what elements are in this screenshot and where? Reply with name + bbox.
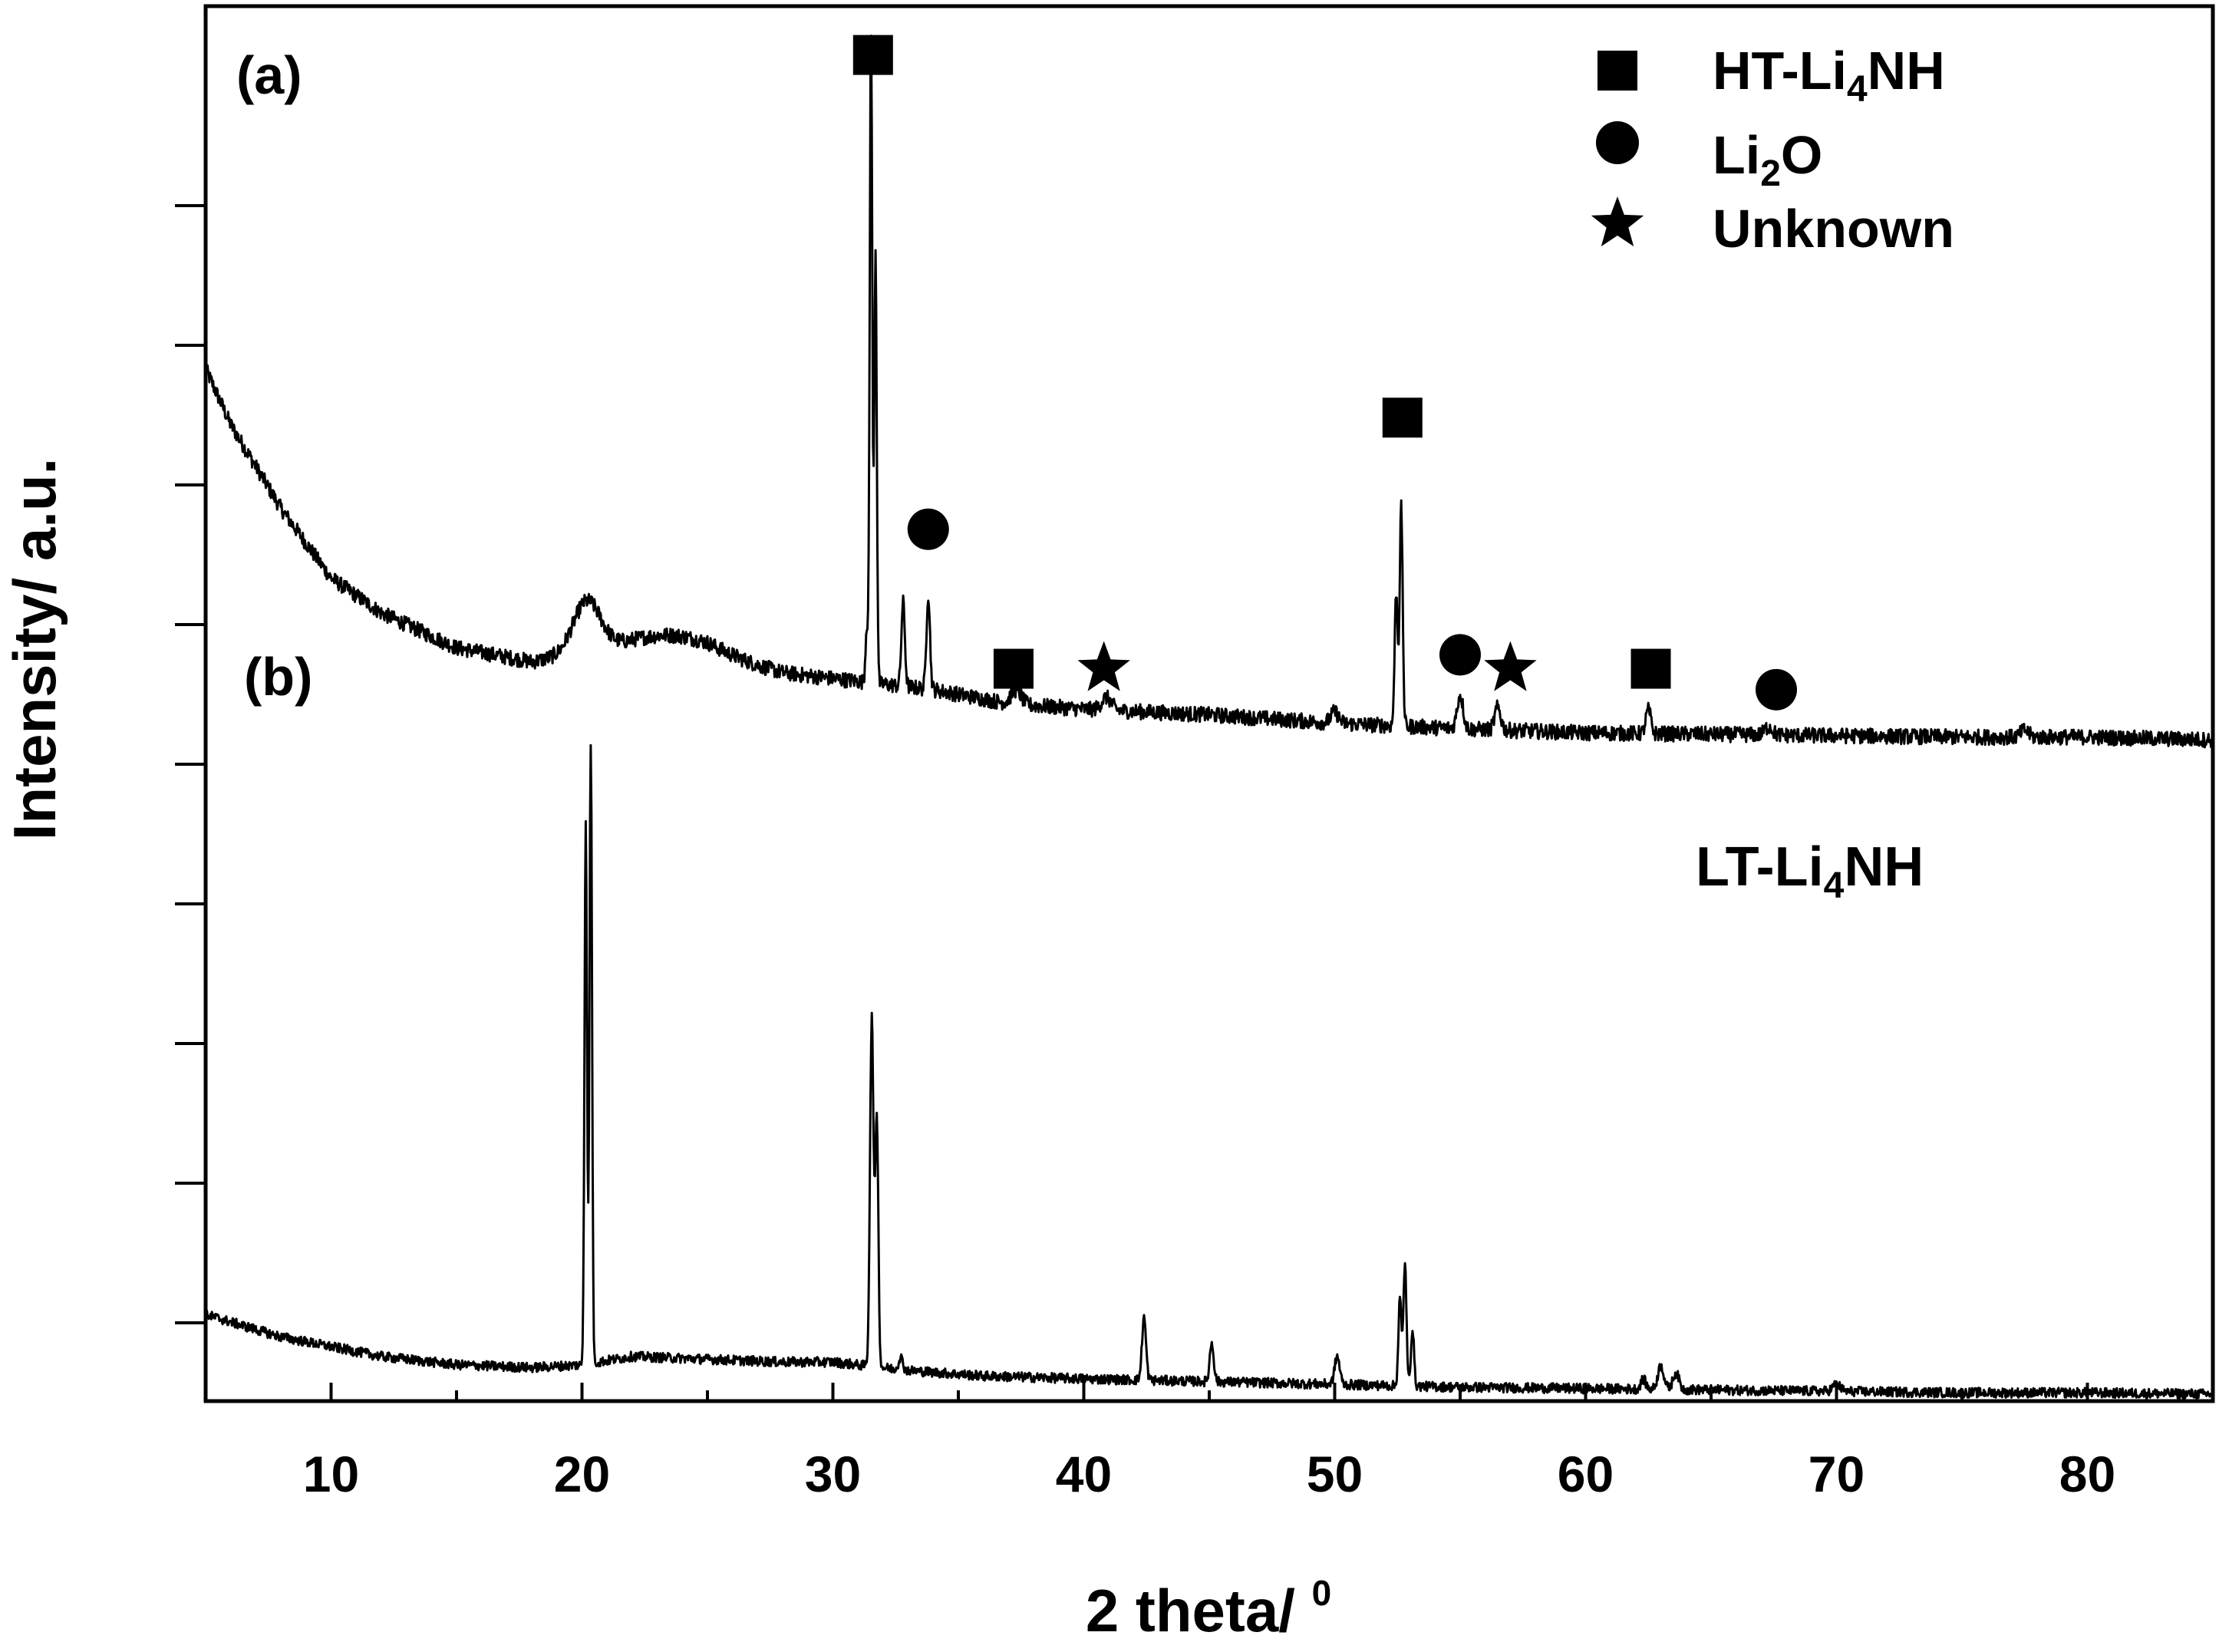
y-axis-ticks <box>175 204 206 1324</box>
x-tick-label-30: 30 <box>805 1446 861 1502</box>
annotation-circle-1 <box>907 508 949 550</box>
annotation-markers <box>852 35 1798 711</box>
legend-li2o-suffix: O <box>1781 125 1822 185</box>
panel-label-a: (a) <box>236 45 302 105</box>
x-tick-label-80: 80 <box>2059 1446 2115 1502</box>
phase-label-sub: 4 <box>1824 866 1845 906</box>
series-layer <box>204 35 2214 1400</box>
x-axis-title-superscript: 0 <box>1312 1573 1332 1613</box>
annotation-square-2 <box>993 648 1034 689</box>
annotation-square-4 <box>1382 397 1423 438</box>
phase-label-text: LT-Li <box>1696 836 1824 898</box>
annotation-square-0 <box>852 35 893 75</box>
legend-li2o-text: Li <box>1713 125 1760 185</box>
x-tick-label-70: 70 <box>1809 1446 1865 1502</box>
series-line-a <box>204 35 2214 749</box>
legend-circle-icon <box>1596 121 1639 164</box>
legend-entry-li2o: Li2O <box>1713 125 1822 194</box>
annotation-star-3 <box>1077 641 1130 691</box>
legend: HT-Li4NH Li2O Unknown <box>1591 41 1954 259</box>
legend-li2o-sub: 2 <box>1760 153 1781 194</box>
panel-label-b: (b) <box>244 647 312 707</box>
legend-entry-ht: HT-Li4NH <box>1713 41 1945 110</box>
legend-square-icon <box>1597 51 1637 91</box>
annotation-square-7 <box>1630 648 1671 689</box>
x-tick-label-60: 60 <box>1558 1446 1614 1502</box>
legend-ht-sub: 4 <box>1847 69 1868 110</box>
phase-label-suffix: NH <box>1844 836 1924 898</box>
legend-entry-unknown: Unknown <box>1713 199 1954 259</box>
x-tick-label-10: 10 <box>303 1446 359 1502</box>
phase-label-lt: LT-Li4NH <box>1696 836 1924 906</box>
y-axis-title: Intensity/ a.u. <box>1 458 68 840</box>
x-tick-label-50: 50 <box>1307 1446 1363 1502</box>
x-axis-title: 2 theta/ 0 <box>1086 1573 1331 1644</box>
annotation-star-6 <box>1484 641 1537 691</box>
x-axis-ticks: 10 20 30 40 50 60 70 80 <box>204 1383 2214 1502</box>
x-tick-label-40: 40 <box>1056 1446 1112 1502</box>
annotation-circle-8 <box>1756 668 1798 711</box>
series-line-b <box>204 744 2214 1400</box>
legend-ht-text: HT-Li <box>1713 41 1847 101</box>
x-tick-label-20: 20 <box>554 1446 610 1502</box>
legend-ht-suffix: NH <box>1868 41 1945 101</box>
x-axis-title-text: 2 theta/ <box>1086 1577 1312 1644</box>
legend-star-icon <box>1591 196 1644 247</box>
annotation-circle-5 <box>1439 634 1481 676</box>
